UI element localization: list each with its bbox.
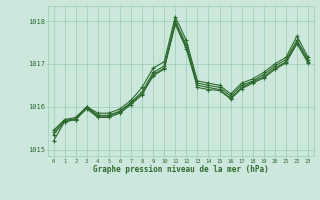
X-axis label: Graphe pression niveau de la mer (hPa): Graphe pression niveau de la mer (hPa) <box>93 165 269 174</box>
